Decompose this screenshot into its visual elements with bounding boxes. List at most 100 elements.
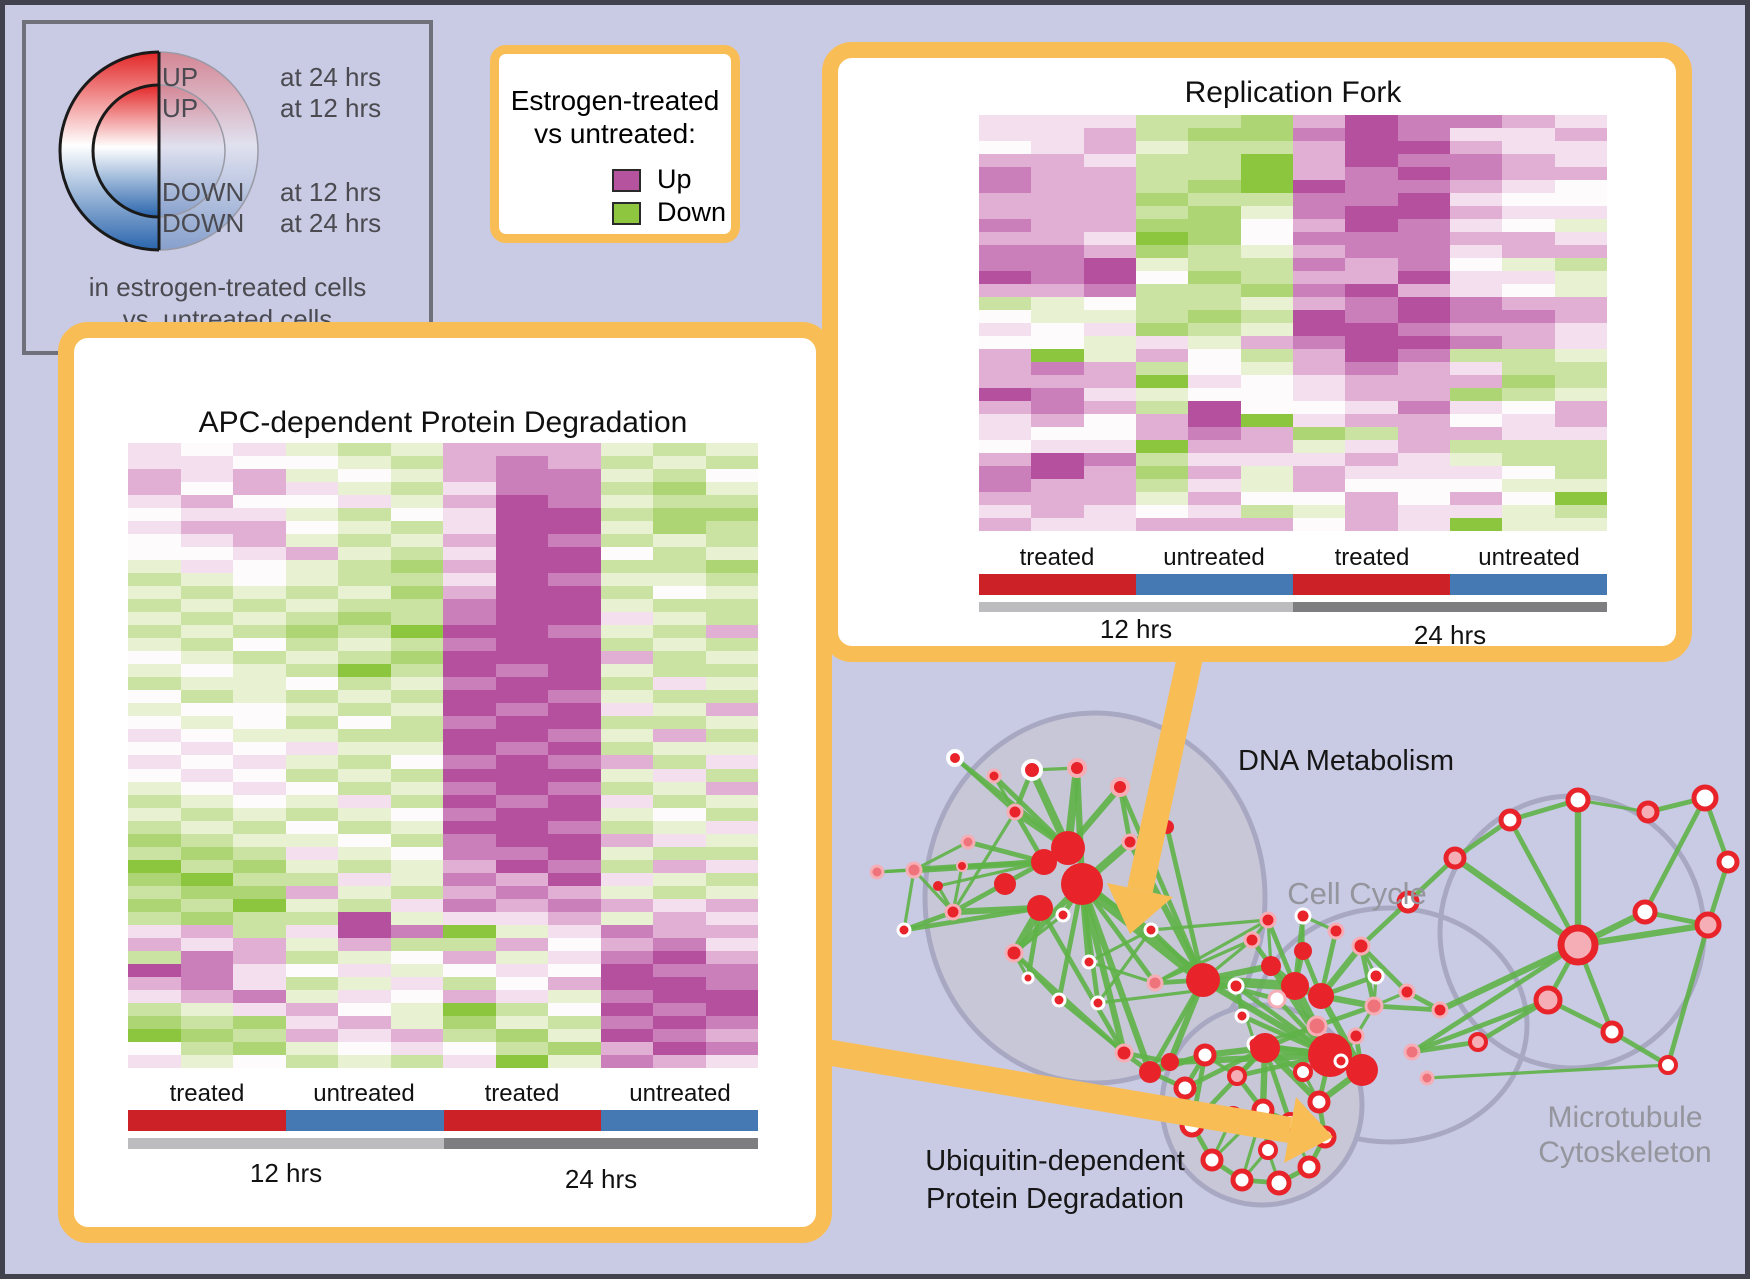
heatmap-cell	[1031, 284, 1084, 297]
heatmap-cell	[600, 768, 653, 782]
heatmap-cell	[548, 482, 601, 496]
heatmap-cell	[1292, 180, 1346, 193]
heatmap-cell	[338, 508, 391, 522]
heatmap-cell	[180, 807, 233, 821]
heatmap-cell	[233, 833, 286, 847]
heatmap-cell	[1188, 271, 1241, 284]
heatmap-cell	[180, 1002, 233, 1016]
heatmap-cell	[1345, 310, 1398, 323]
legend-footer-line1: in estrogen-treated cells	[88, 272, 367, 302]
heatmap-cell	[1554, 440, 1607, 453]
heatmap-cell	[338, 690, 391, 704]
gene-node	[1051, 831, 1085, 865]
gene-node	[1021, 759, 1043, 781]
heatmap-cell	[443, 833, 496, 847]
heatmap-cell	[1449, 362, 1503, 375]
heatmap-cell	[1135, 505, 1189, 518]
heatmap-cell	[653, 924, 706, 938]
network-edge	[953, 756, 1017, 814]
heatmap-cell	[1554, 297, 1607, 310]
gene-node	[896, 922, 912, 938]
heatmap-cell	[1502, 427, 1555, 440]
heatmap-cell	[390, 495, 443, 509]
heatmap-cell	[338, 625, 391, 639]
heatmap-cell	[495, 755, 548, 769]
heatmap-cell	[653, 469, 706, 483]
heatmap-cell	[495, 638, 548, 652]
gene-node	[1351, 936, 1371, 956]
heatmap-cell	[1449, 167, 1503, 180]
heatmap-cell	[1188, 310, 1241, 323]
gene-node	[1431, 1001, 1449, 1019]
gene-node	[1565, 787, 1591, 813]
network-edge	[1057, 998, 1126, 1055]
heatmap-cell	[653, 664, 706, 678]
heatmap-cell	[128, 573, 181, 587]
heatmap-cell	[705, 963, 758, 977]
heatmap-cell	[128, 781, 181, 795]
heatmap-cell	[1449, 518, 1503, 531]
heatmap-cell	[548, 911, 601, 925]
heatmap-cell	[443, 885, 496, 899]
heatmap-cell	[1397, 466, 1450, 479]
heatmap-cell	[653, 872, 706, 886]
heatmap-cell	[653, 1054, 706, 1068]
heatmap-cell	[1240, 193, 1293, 206]
heatmap-cell	[600, 898, 653, 912]
heatmap-cell	[443, 508, 496, 522]
heatmap-cell	[1554, 427, 1607, 440]
heatmap-cell	[705, 1028, 758, 1042]
heatmap-cell	[600, 508, 653, 522]
heatmap-cell	[338, 1015, 391, 1029]
heatmap-cell	[180, 1028, 233, 1042]
heatmap-cell	[285, 937, 338, 951]
heatmap-cell	[1502, 245, 1555, 258]
heatmap-cell	[1554, 505, 1607, 518]
heatmap-cell	[180, 833, 233, 847]
heatmap-cell	[705, 807, 758, 821]
heatmap-cell	[1397, 336, 1450, 349]
heatmap-cell	[1449, 115, 1503, 128]
heatmap-cell	[705, 651, 758, 665]
heatmap-cell	[1502, 128, 1555, 141]
gene-node	[1396, 890, 1420, 914]
heatmap-cell	[180, 820, 233, 834]
heatmap-cell	[1083, 128, 1136, 141]
gene-node	[1364, 996, 1384, 1016]
heatmap-cell	[705, 521, 758, 535]
heatmap-cell	[1031, 128, 1084, 141]
heatmap-cell	[285, 547, 338, 561]
arrow-replication-to-dna-head	[1107, 883, 1173, 934]
heatmap-cell	[1031, 362, 1084, 375]
heatmap-cell	[128, 664, 181, 678]
heatmap-cell	[1135, 128, 1189, 141]
heatmap-cell	[338, 911, 391, 925]
heatmap-cell	[548, 989, 601, 1003]
network-edge	[903, 909, 954, 933]
heatmap-cell	[338, 1054, 391, 1068]
gene-node	[1297, 1155, 1321, 1179]
heatmap-cell	[1188, 388, 1241, 401]
heatmap-cell	[233, 664, 286, 678]
heatmap-cell	[180, 742, 233, 756]
heatmap-cell	[233, 742, 286, 756]
heatmap-cell	[443, 937, 496, 951]
heatmap-cell	[180, 586, 233, 600]
heatmap-cell	[600, 625, 653, 639]
heatmap-cell	[390, 755, 443, 769]
heatmap-cell	[1188, 440, 1241, 453]
heatmap-cell	[1188, 232, 1241, 245]
heatmap-cell	[1449, 401, 1503, 414]
heatmap-cell	[1397, 258, 1450, 271]
heatmap-cell	[1502, 388, 1555, 401]
microtubule-label-line2: Cytoskeleton	[1538, 1136, 1712, 1169]
heatmap-cell	[390, 521, 443, 535]
heatmap-cell	[1449, 492, 1503, 505]
heatmap-cell	[390, 846, 443, 860]
heatmap-cell	[653, 820, 706, 834]
heatmap-cell	[1397, 401, 1450, 414]
estrogen-key-title-line1: Estrogen-treated	[510, 85, 720, 116]
network-edge	[1037, 906, 1127, 1055]
heatmap-cell	[180, 521, 233, 535]
